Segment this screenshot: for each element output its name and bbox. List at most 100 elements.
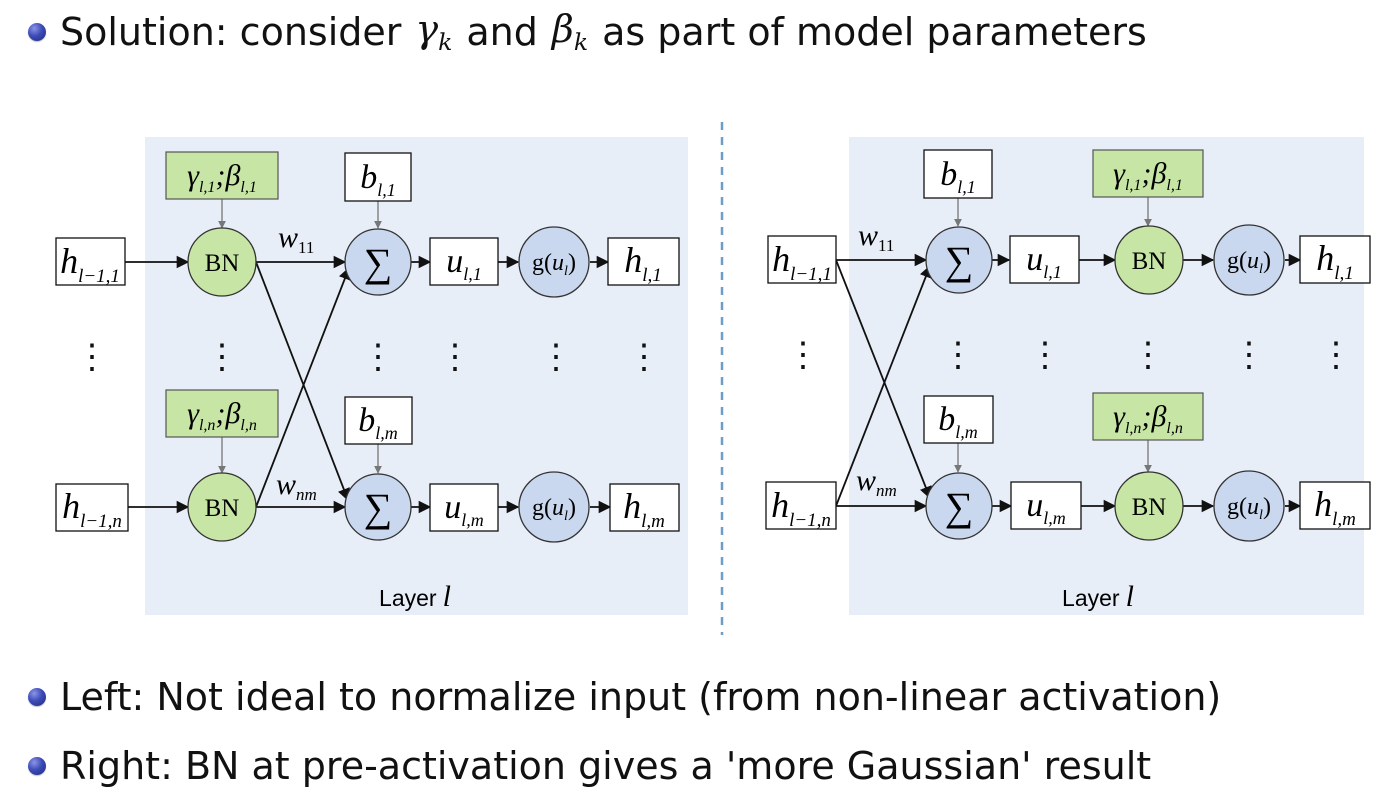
right-gamma-beta-1-box: [1092, 149, 1204, 198]
bullet-dot-icon: [28, 23, 46, 41]
left-vdots-6: ⋮: [627, 339, 661, 376]
left-bn-n-node: [187, 472, 257, 542]
right-h-out-m-box: [1299, 481, 1371, 530]
bullet-solution-suffix: as part of model parameters: [602, 10, 1147, 54]
right-h-in-1-label: hl−1,1: [772, 239, 832, 285]
right-h-out-1-label: hl,1: [1316, 238, 1354, 284]
right-bn-1-label: BN: [1132, 248, 1167, 275]
left-gamma-beta-n-box: [165, 389, 279, 438]
left-h-out-1-box: [607, 237, 680, 286]
right-vdots-4: ⋮: [1131, 337, 1165, 374]
left-h-in-1-label: hl−1,1: [60, 241, 120, 287]
right-h-in-n-box: [765, 481, 837, 530]
bullet-left-text: Left: Not ideal to normalize input (from…: [60, 675, 1222, 719]
left-sum-1-label: ∑: [364, 240, 393, 285]
bullet-dot-icon: [28, 688, 46, 706]
left-u-m-box: [429, 483, 499, 532]
right-param-connections: [954, 197, 1152, 473]
right-h-out-m-label: hl,m: [1314, 484, 1356, 530]
left-vdots-3: ⋮: [361, 339, 395, 376]
left-vdots-1: ⋮: [75, 339, 109, 376]
left-w11-label: w11: [278, 221, 314, 257]
left-sum-m-label: ∑: [364, 485, 393, 530]
left-vdots-2: ⋮: [205, 339, 239, 376]
right-b-1-box: [923, 149, 993, 199]
bullet-solution-prefix: Solution: consider: [60, 10, 402, 54]
right-act-1-node: [1213, 224, 1285, 296]
right-bn-m-node: [1114, 471, 1184, 541]
left-gamma-beta-n-label: γl,n;βl,n: [187, 397, 257, 434]
right-vdots-5: ⋮: [1232, 337, 1266, 374]
left-h-in-n-box: [55, 483, 129, 532]
left-b-m-label: bl,m: [358, 402, 398, 443]
left-arrow-bn1-summ: [255, 261, 350, 502]
right-vdots-3: ⋮: [1028, 337, 1062, 374]
right-h-in-1-box: [767, 235, 837, 284]
right-sum-m-node: [925, 472, 993, 540]
left-vdots: ⋮ ⋮ ⋮ ⋮ ⋮ ⋮: [75, 339, 661, 376]
left-h-in-n-label: hl−1,n: [62, 486, 122, 532]
right-vdots-6: ⋮: [1319, 337, 1353, 374]
left-h-out-m-box: [609, 483, 680, 532]
left-u-1-label: ul,1: [446, 243, 482, 284]
right-act-m-label: g(ul): [1227, 494, 1271, 523]
left-connections: [125, 255, 612, 514]
left-u-1-box: [429, 237, 499, 286]
left-act-m-label: g(ul): [532, 495, 576, 524]
left-wnm-label: wnm: [276, 468, 317, 504]
right-sum-1-node: [925, 226, 993, 294]
left-h-out-m-label: hl,m: [623, 486, 665, 532]
right-gamma-beta-n-label: γl,n;βl,n: [1113, 400, 1183, 437]
right-h-out-1-box: [1299, 235, 1371, 284]
left-bn-1-node: [187, 227, 257, 297]
left-b-m-box: [344, 396, 413, 445]
right-vdots-2: ⋮: [941, 337, 975, 374]
left-sum-m-node: [344, 473, 412, 541]
left-u-m-label: ul,m: [444, 489, 484, 530]
left-h-out-1-label: hl,1: [624, 240, 662, 286]
right-vdots: ⋮ ⋮ ⋮ ⋮ ⋮ ⋮: [786, 337, 1353, 374]
right-sum-m-label: ∑: [945, 484, 974, 529]
right-arrow-hin1-summ: [835, 259, 932, 500]
left-act-m-node: [518, 471, 590, 543]
right-u-m-label: ul,m: [1026, 487, 1066, 528]
left-layer-panel: [145, 137, 688, 615]
gamma-symbol: γ: [415, 6, 439, 51]
beta-subscript: k: [573, 27, 589, 56]
beta-k: βk: [552, 10, 588, 55]
right-act-1-label: g(ul): [1227, 248, 1271, 277]
beta-symbol: β: [551, 6, 574, 51]
right-u-1-box: [1009, 235, 1080, 284]
right-layer-panel: [849, 137, 1364, 615]
right-act-m-node: [1213, 470, 1285, 542]
left-bn-1-label: BN: [205, 250, 240, 277]
left-gamma-beta-1-label: γl,1;βl,1: [187, 159, 257, 196]
bullet-solution: Solution: consider γk and βk as part of …: [28, 4, 1147, 60]
left-arrow-bnn-sum1: [255, 266, 351, 508]
bullet-left-note: Left: Not ideal to normalize input (from…: [28, 669, 1221, 725]
right-b-m-box: [923, 395, 994, 444]
bullet-right-text: Right: BN at pre-activation gives a 'mor…: [60, 744, 1152, 788]
right-layer-label: Layer l: [1062, 580, 1134, 613]
right-arrow-hinn-sum1: [835, 264, 932, 507]
right-u-1-label: ul,1: [1026, 241, 1062, 282]
gamma-subscript: k: [438, 27, 453, 56]
left-vdots-5: ⋮: [539, 339, 573, 376]
right-h-in-n-label: hl−1,n: [771, 485, 831, 531]
right-sum-1-label: ∑: [945, 238, 974, 283]
left-gamma-beta-1-box: [165, 151, 279, 200]
bullet-right-note: Right: BN at pre-activation gives a 'mor…: [28, 738, 1151, 794]
bullet-dot-icon: [28, 757, 46, 775]
left-bn-n-label: BN: [205, 495, 240, 522]
left-sum-1-node: [344, 228, 412, 296]
right-bn-m-label: BN: [1132, 494, 1167, 521]
right-u-m-box: [1010, 481, 1082, 530]
right-connections: [835, 253, 1302, 513]
gamma-k: γk: [415, 10, 452, 55]
right-b-m-label: bl,m: [938, 401, 978, 442]
right-b-1-label: bl,1: [940, 156, 976, 197]
bullet-solution-and: and: [466, 10, 538, 54]
left-vdots-4: ⋮: [438, 339, 472, 376]
left-layer-label: Layer l: [379, 580, 451, 613]
